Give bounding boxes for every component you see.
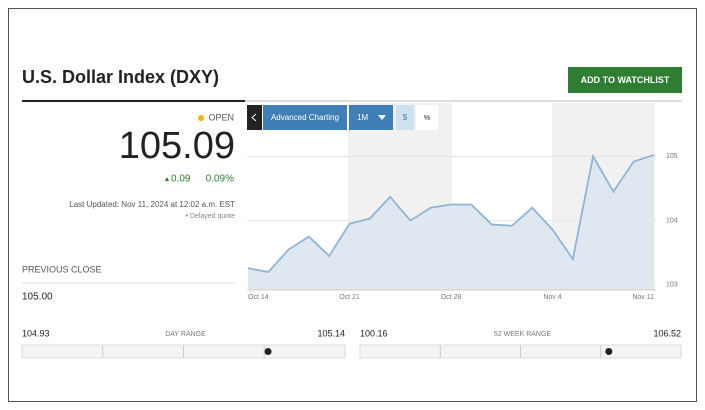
previous-close-label: PREVIOUS CLOSE [22, 264, 102, 274]
period-dropdown[interactable] [349, 105, 393, 130]
percent-label[interactable]: % [424, 115, 430, 122]
price: 105.09 [119, 125, 235, 167]
x-tick-label: Oct 21 [339, 294, 360, 301]
range-marker [264, 348, 272, 355]
x-tick-label: Oct 14 [248, 294, 269, 301]
back-icon[interactable] [251, 113, 257, 122]
watchlist-button[interactable] [568, 67, 682, 93]
range-label: DAY RANGE [165, 331, 206, 338]
range-low: 100.16 [360, 328, 388, 338]
range-low: 104.93 [22, 328, 50, 338]
x-tick-label: Oct 28 [441, 294, 462, 301]
percent-toggle[interactable] [416, 105, 438, 130]
period-label[interactable]: 1M [357, 113, 368, 122]
range-high: 106.52 [653, 328, 681, 338]
dollar-label[interactable]: $ [403, 113, 408, 122]
dropdown-icon[interactable] [378, 115, 386, 120]
x-tick-label: Nov 11 [632, 294, 654, 301]
advanced-charting-button[interactable] [263, 105, 347, 130]
market-status: OPEN [208, 112, 234, 122]
x-tick-label: Nov 4 [543, 294, 561, 301]
range-label: 52 WEEK RANGE [494, 331, 552, 338]
line [247, 153, 655, 273]
change: 0.09 [171, 174, 191, 185]
up-arrow [165, 177, 169, 181]
delayed-note: • Delayed quote [185, 213, 235, 220]
range-high: 105.14 [317, 328, 345, 338]
last-updated: Last Updated: Nov 11, 2024 at 12:02 a.m.… [69, 200, 235, 209]
open-icon [198, 115, 204, 121]
range-marker [605, 348, 613, 355]
change-percent: 0.09% [206, 174, 234, 185]
advanced-charting-label[interactable]: Advanced Charting [271, 113, 339, 122]
y-tick-label: 105 [666, 153, 678, 160]
area [248, 155, 654, 290]
title: U.S. Dollar Index (DXY) [22, 67, 219, 87]
back-button[interactable] [247, 105, 262, 130]
previous-close-value: 105.00 [22, 292, 53, 303]
watchlist-button-label[interactable]: ADD TO WATCHLIST [581, 75, 670, 85]
dollar-toggle[interactable] [396, 105, 414, 130]
y-tick-label: 103 [666, 282, 678, 289]
y-tick-label: 104 [666, 217, 678, 224]
